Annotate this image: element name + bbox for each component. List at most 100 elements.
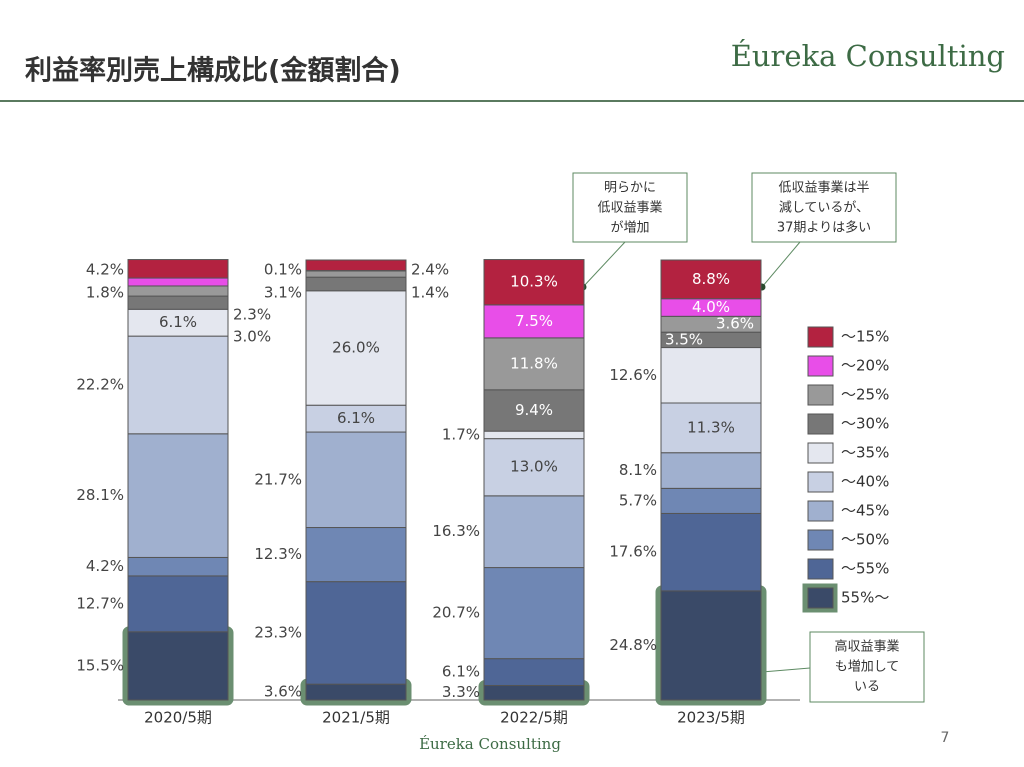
legend-swatch <box>807 384 834 406</box>
callout-text: も増加して <box>835 660 900 675</box>
x-tick-label: 2021/5期 <box>322 709 390 727</box>
slide-title: 利益率別売上構成比(金額割合) <box>25 55 401 87</box>
legend-swatch <box>807 355 834 377</box>
legend-label: ～55% <box>841 560 889 578</box>
bar-segment <box>660 590 762 701</box>
value-label: 10.3% <box>510 273 558 291</box>
bar-segment <box>483 438 585 497</box>
bar-segment <box>483 304 585 339</box>
value-label: 4.2% <box>86 557 124 575</box>
bar-segment <box>660 452 762 489</box>
legend-frame <box>802 583 838 613</box>
bar-segment <box>305 270 407 278</box>
value-labels: 15.5% 12.7% 4.2% 28.1% 22.2% 6.1% 3.0% 2.3% 1.8%… <box>76 261 754 702</box>
value-label: 5.7% <box>619 491 657 509</box>
bar-segment <box>127 575 229 633</box>
value-label: 2.4% <box>411 261 449 279</box>
value-label: 22.2% <box>76 375 124 393</box>
value-label: 23.3% <box>254 623 302 641</box>
logo: Éureka Consulting <box>731 38 1005 73</box>
bar-segment <box>483 389 585 432</box>
value-label: 12.7% <box>76 594 124 612</box>
value-label: 3.0% <box>233 328 271 346</box>
callout-line <box>761 241 801 288</box>
callout-text: 低収益事業は半 <box>778 180 869 196</box>
bar-segment <box>483 684 585 701</box>
legend-label: ～20% <box>841 357 889 375</box>
bar-segment <box>305 259 407 272</box>
legend-swatch <box>807 500 834 522</box>
value-label: 26.0% <box>332 339 380 357</box>
bar-segment <box>127 556 229 577</box>
value-label: 3.1% <box>264 284 302 302</box>
bar-segment <box>483 337 585 391</box>
callout-text: 明らかに <box>604 181 656 196</box>
bar-segment <box>127 335 229 435</box>
value-label: 21.7% <box>254 470 302 488</box>
value-label: 20.7% <box>432 604 480 622</box>
bar-segment <box>305 290 407 406</box>
legend-label: ～50% <box>841 531 889 549</box>
bar-segment <box>127 259 229 279</box>
value-label: 3.5% <box>665 331 703 349</box>
legend-label: ～15% <box>841 328 889 346</box>
legend-swatch <box>807 326 834 348</box>
bar-segment <box>127 433 229 558</box>
legend-label: ～30% <box>841 415 889 433</box>
value-label: 1.4% <box>411 284 449 302</box>
bar-segment <box>660 487 762 514</box>
legend-swatch <box>807 442 834 464</box>
value-label: 3.3% <box>442 683 480 701</box>
value-label: 3.6% <box>264 683 302 701</box>
value-label: 0.1% <box>264 261 302 279</box>
callout-line <box>582 241 626 288</box>
value-label: 1.7% <box>442 425 480 443</box>
bar-segment <box>127 277 229 287</box>
callout-text: 37期よりは多い <box>777 220 871 236</box>
bar-segment <box>660 512 762 592</box>
x-tick-label: 2023/5期 <box>677 709 745 727</box>
value-label: 9.4% <box>515 401 553 419</box>
bar-segment <box>660 402 762 454</box>
legend-swatch <box>807 587 834 609</box>
value-label: 7.5% <box>515 312 553 330</box>
bar-segment <box>305 527 407 583</box>
value-label: 3.6% <box>716 315 754 333</box>
bar-segment <box>483 495 585 569</box>
legend-swatch <box>807 529 834 551</box>
value-label: 17.6% <box>609 543 657 561</box>
bar-segment <box>305 581 407 685</box>
callout-box <box>572 172 688 243</box>
legend-label: ～35% <box>841 444 889 462</box>
value-label: 2.3% <box>233 306 271 324</box>
callout-line <box>761 667 811 673</box>
callout-text: 低収益事業 <box>597 200 662 216</box>
legend-swatch <box>807 471 834 493</box>
value-label: 4.2% <box>86 261 124 279</box>
value-label: 15.5% <box>76 656 124 674</box>
bar-segment <box>305 276 407 292</box>
bar-segment <box>127 295 229 310</box>
x-tick-label: 2020/5期 <box>144 709 212 727</box>
value-label: 24.8% <box>609 636 657 654</box>
value-label: 28.1% <box>76 486 124 504</box>
value-label: 16.3% <box>432 522 480 540</box>
value-label: 11.8% <box>510 354 558 372</box>
value-label: 6.1% <box>159 313 197 331</box>
bar-segment <box>127 308 229 337</box>
callout-box <box>751 172 897 243</box>
callouts <box>572 172 925 703</box>
legend-label: 55%～ <box>841 589 889 607</box>
callout-text: が増加 <box>610 221 649 236</box>
footer-logo: Éureka Consulting <box>419 735 561 753</box>
value-label: 13.0% <box>510 458 558 476</box>
bar-segment <box>483 567 585 660</box>
legend-label: ～40% <box>841 473 889 491</box>
callout-text: いる <box>854 680 880 695</box>
bar-segment <box>660 259 762 300</box>
bar-segment <box>305 404 407 433</box>
legend-label: ～45% <box>841 502 889 520</box>
value-label: 4.0% <box>692 298 730 316</box>
bar-segment <box>127 285 229 297</box>
